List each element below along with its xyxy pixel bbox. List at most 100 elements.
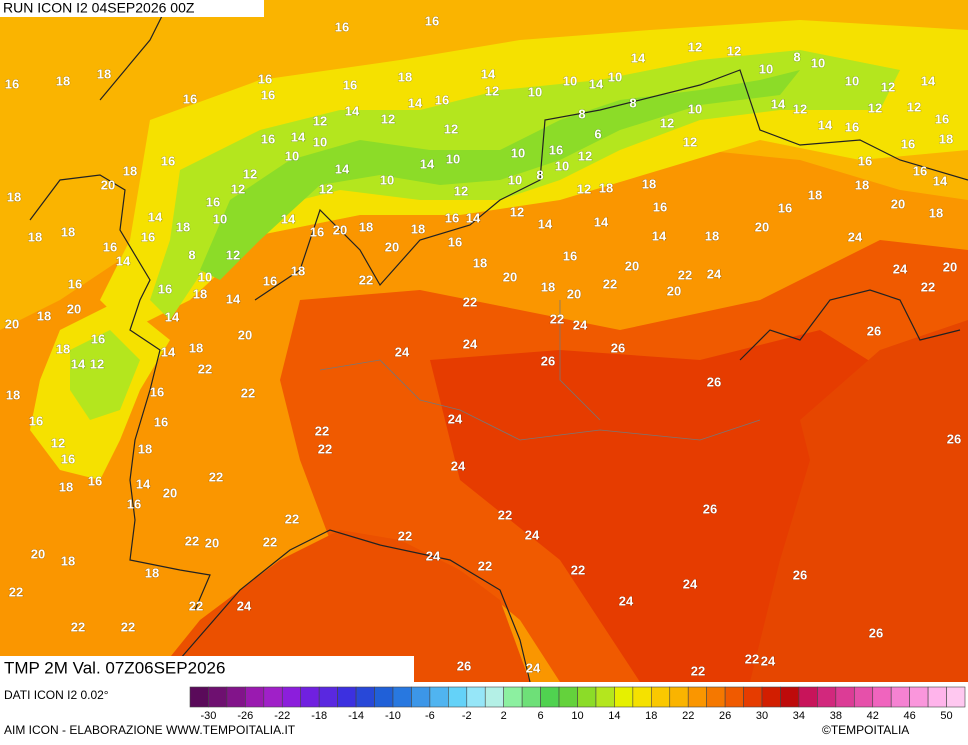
temperature-label: 14 — [148, 209, 163, 224]
temperature-label: 22 — [285, 511, 299, 526]
temperature-label: 18 — [473, 255, 487, 270]
temperature-label: 24 — [395, 344, 410, 359]
temperature-label: 16 — [161, 153, 175, 168]
temperature-label: 22 — [921, 279, 935, 294]
temperature-label: 24 — [237, 598, 252, 613]
temperature-label: 16 — [445, 210, 459, 225]
temperature-label: 16 — [845, 119, 859, 134]
temperature-label: 26 — [793, 567, 807, 582]
temperature-label: 22 — [71, 619, 85, 634]
temperature-label: 22 — [678, 267, 692, 282]
temperature-label: 14 — [481, 66, 496, 81]
temperature-label: 20 — [5, 316, 19, 331]
temperature-label: 16 — [335, 19, 349, 34]
colorbar-tick-label: 6 — [538, 710, 544, 722]
temperature-label: 18 — [398, 69, 412, 84]
temperature-label: 24 — [761, 653, 776, 668]
temperature-label: 24 — [451, 458, 466, 473]
temperature-label: 14 — [921, 73, 936, 88]
temperature-label: 10 — [528, 84, 542, 99]
temperature-label: 16 — [127, 496, 141, 511]
temperature-label: 10 — [555, 158, 569, 173]
temperature-label: 12 — [226, 247, 240, 262]
temperature-label: 12 — [231, 181, 245, 196]
temperature-label: 20 — [205, 535, 219, 550]
temperature-label: 16 — [183, 91, 197, 106]
colorbar-swatch — [798, 686, 818, 708]
temperature-label: 10 — [845, 73, 859, 88]
temperature-label: 22 — [603, 276, 617, 291]
temperature-label: 14 — [345, 103, 360, 118]
temperature-label: 16 — [61, 451, 75, 466]
temperature-label: 20 — [943, 259, 957, 274]
temperature-label: 18 — [123, 163, 137, 178]
colorbar-swatch — [743, 686, 763, 708]
temperature-label: 18 — [145, 565, 159, 580]
temperature-label: 20 — [503, 269, 517, 284]
temperature-label: 14 — [408, 95, 423, 110]
temperature-label: 20 — [891, 196, 905, 211]
temperature-label: 20 — [238, 327, 252, 342]
colorbar-swatch — [724, 686, 744, 708]
colorbar-tick-label: 30 — [756, 710, 768, 722]
colorbar-swatch — [355, 686, 375, 708]
temperature-label: 18 — [939, 131, 953, 146]
temperature-label: 18 — [61, 224, 75, 239]
temperature-label: 12 — [881, 79, 895, 94]
colorbar-tick-label: 14 — [608, 710, 620, 722]
temperature-label: 18 — [855, 177, 869, 192]
temperature-label: 18 — [193, 286, 207, 301]
temperature-label: 12 — [90, 356, 104, 371]
colorbar-swatch — [208, 686, 228, 708]
temperature-label: 14 — [771, 96, 786, 111]
temperature-label: 8 — [629, 95, 636, 110]
data-source: DATI ICON I2 0.02° — [4, 688, 109, 702]
temperature-label: 18 — [705, 228, 719, 243]
temperature-label: 22 — [478, 558, 492, 573]
temperature-label: 22 — [745, 651, 759, 666]
temperature-label: 6 — [594, 126, 601, 141]
temperature-label: 16 — [913, 163, 927, 178]
temperature-label: 16 — [778, 200, 792, 215]
copyright: ©TEMPOITALIA — [822, 723, 909, 737]
temperature-label: 14 — [116, 253, 131, 268]
credits: AIM ICON - ELABORAZIONE WWW.TEMPOITALIA.… — [4, 723, 296, 737]
colorbar-tick-label: -6 — [425, 710, 435, 722]
colorbar-tick-label: 18 — [645, 710, 657, 722]
colorbar-swatch — [614, 686, 634, 708]
temperature-label: 16 — [310, 224, 324, 239]
temperature-label: 20 — [755, 219, 769, 234]
temperature-label: 10 — [511, 145, 525, 160]
temperature-label: 10 — [198, 269, 212, 284]
temperature-label: 10 — [759, 61, 773, 76]
temperature-label: 14 — [335, 161, 350, 176]
temperature-label: 10 — [380, 172, 394, 187]
temperature-label: 22 — [9, 584, 23, 599]
colorbar-swatch — [337, 686, 357, 708]
colorbar-tick-label: 46 — [904, 710, 916, 722]
colorbar-swatch — [226, 686, 246, 708]
temperature-label: 20 — [67, 301, 81, 316]
temperature-label: 12 — [243, 166, 257, 181]
temperature-label: 24 — [525, 527, 540, 542]
temperature-label: 16 — [343, 77, 357, 92]
temperature-label: 16 — [103, 239, 117, 254]
temperature-label: 14 — [165, 309, 180, 324]
temperature-label: 12 — [485, 83, 499, 98]
colorbar-tick-label: 22 — [682, 710, 694, 722]
temperature-label: 22 — [463, 294, 477, 309]
temperature-label: 26 — [457, 658, 471, 673]
temperature-label: 24 — [526, 660, 541, 675]
temperature-label: 22 — [550, 311, 564, 326]
temperature-label: 14 — [226, 291, 241, 306]
temperature-label: 26 — [869, 625, 883, 640]
temperature-label: 10 — [563, 73, 577, 88]
temperature-label: 26 — [947, 431, 961, 446]
temperature-label: 18 — [37, 308, 51, 323]
colorbar-swatch — [651, 686, 671, 708]
temperature-label: 14 — [281, 211, 296, 226]
temperature-label: 16 — [261, 87, 275, 102]
temperature-label: 18 — [411, 221, 425, 236]
temperature-label: 22 — [498, 507, 512, 522]
temperature-label: 12 — [510, 204, 524, 219]
